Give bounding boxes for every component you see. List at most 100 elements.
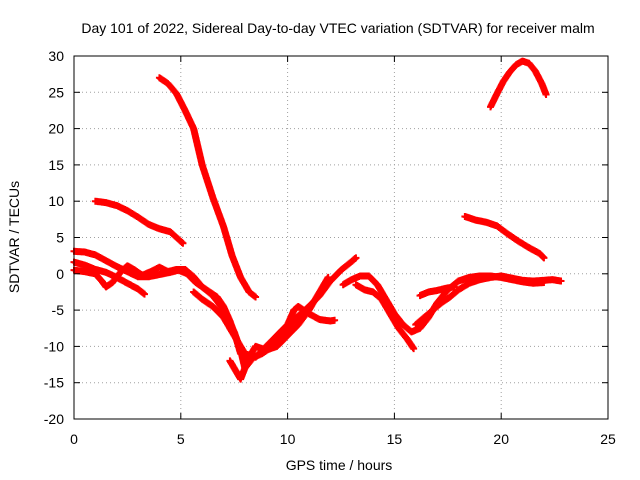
data-point [235,370,238,373]
data-point [149,270,152,273]
data-point [307,312,310,315]
series-arc-5 [91,197,187,247]
data-point [143,293,146,296]
data-point [105,259,108,262]
data-point [542,279,545,282]
data-point [211,294,214,297]
data-point [147,275,150,278]
data-point [350,278,353,281]
data-point [184,268,187,271]
data-point [318,318,321,321]
data-point [419,294,422,297]
y-tick-label: 5 [56,230,64,246]
data-point [83,264,86,267]
data-point [485,221,488,224]
data-point [508,70,511,73]
series-arc-10 [412,272,565,329]
data-point [222,225,225,228]
x-tick-label: 25 [600,431,616,447]
data-point [211,196,214,199]
data-point [147,223,150,226]
data-point [158,227,161,230]
data-point [495,92,498,95]
data-point [83,251,86,254]
data-point [158,76,161,79]
x-tick-label: 15 [387,431,403,447]
data-point [254,345,257,348]
data-point [354,283,357,286]
data-point [137,288,140,291]
series-arc-13 [487,57,550,111]
data-point [94,268,97,271]
data-point [119,270,122,273]
x-tick-label: 20 [493,431,509,447]
data-point [126,270,129,273]
data-point [363,288,366,291]
data-point [222,309,225,312]
data-point [389,312,392,315]
data-point [427,290,430,293]
data-point [397,327,400,330]
data-point [419,327,422,330]
x-tick-label: 10 [280,431,296,447]
data-point [372,290,375,293]
data-point [502,80,505,83]
chart-title: Day 101 of 2022, Sidereal Day-to-day VTE… [81,20,594,36]
data-point [201,298,204,301]
data-point [474,219,477,222]
data-point [401,323,404,326]
data-point [367,274,370,277]
data-point [510,277,513,280]
data-point [463,215,466,218]
grid-lines [74,56,608,419]
data-point [297,323,300,326]
data-point [457,280,460,283]
data-point [412,347,415,350]
data-point [175,268,178,271]
data-markers [70,57,565,383]
data-point [560,280,563,283]
data-point [489,276,492,279]
data-point [233,334,236,337]
data-point [243,367,246,370]
data-point [521,279,524,282]
y-tick-label: 10 [48,193,64,209]
data-point [115,265,118,268]
y-tick-label: 30 [48,48,64,64]
axis-ticks: 0 5 10 15 20 25 -20 -15 -10 -5 0 5 10 15 20 25 30 [44,48,616,447]
y-tick-label: 25 [48,84,64,100]
data-point [286,327,289,330]
data-point [329,280,332,283]
data-point [166,82,169,85]
data-point [457,288,460,291]
data-point [286,334,289,337]
data-point [126,282,129,285]
marker-trace [487,57,550,111]
data-point [105,271,108,274]
data-point [222,316,225,319]
data-point [158,273,161,276]
data-point [500,274,503,277]
data-point [252,356,255,359]
data-point [542,256,545,259]
data-point [423,316,426,319]
data-point [181,242,184,245]
data-point [166,270,169,273]
data-point [269,346,272,349]
marker-trace [91,197,187,247]
x-tick-label: 5 [177,431,185,447]
y-tick-label: 15 [48,157,64,173]
data-point [534,70,537,73]
data-point [184,109,187,112]
y-tick-label: -15 [44,375,64,391]
y-tick-label: 0 [56,266,64,282]
data-point [158,266,161,269]
data-point [431,309,434,312]
data-point [495,224,498,227]
data-point [342,283,345,286]
data-point [444,287,447,290]
data-point [551,278,554,281]
data-point [94,200,97,203]
data-point [527,246,530,249]
